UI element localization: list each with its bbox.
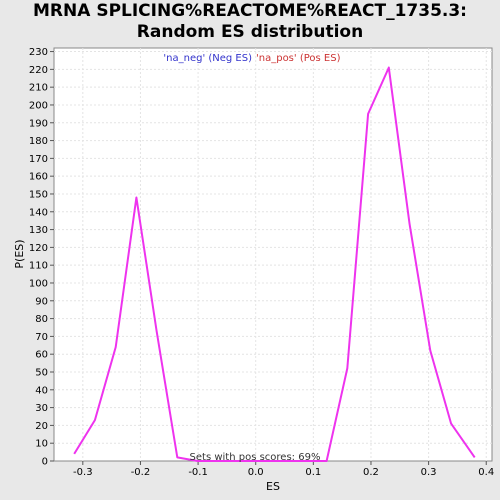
y-axis-label: P(ES)	[13, 239, 26, 268]
y-tick-label: 50	[35, 367, 48, 378]
y-tick-label: 10	[35, 439, 48, 450]
x-tick-label: 0.2	[363, 467, 379, 478]
y-tick-label: 150	[29, 189, 48, 200]
x-tick-label: -0.3	[73, 467, 93, 478]
chart-title-line-1: MRNA SPLICING%REACTOME%REACT_1735.3:	[33, 1, 467, 21]
y-tick-label: 120	[29, 243, 48, 254]
pos-scores-annotation: Sets with pos scores: 69%	[190, 452, 321, 463]
y-tick-label: 160	[29, 172, 48, 183]
text-layer: 'na_neg' (Neg ES) 'na_pos' (Pos ES) Sets…	[13, 53, 341, 493]
y-tick-label: 190	[29, 118, 48, 129]
y-tick-label: 140	[29, 207, 48, 218]
y-tick-label: 170	[29, 154, 48, 165]
x-axis-label: ES	[266, 480, 280, 493]
x-tick-label: -0.2	[131, 467, 151, 478]
legend-neg: 'na_neg' (Neg ES)	[163, 53, 252, 64]
y-tick-label: 70	[35, 332, 48, 343]
series-layer	[73, 66, 476, 462]
y-tick-label: 100	[29, 278, 48, 289]
x-tick-label: 0.0	[248, 467, 264, 478]
axes: 0 10 20 30 40 50 60 70 80 90 100 110 120 130 140 150 160…	[29, 47, 494, 478]
chart-title-line-2: Random ES distribution	[136, 22, 364, 42]
legend-pos: 'na_pos' (Pos ES)	[256, 53, 341, 64]
chart-title: MRNA SPLICING%REACTOME%REACT_1735.3: Ran…	[0, 1, 500, 43]
y-tick-label: 60	[35, 350, 48, 361]
es-distribution-line	[73, 66, 476, 462]
x-tick-label: 0.4	[478, 467, 494, 478]
y-tick-label: 210	[29, 83, 48, 94]
y-tick-label: 200	[29, 100, 48, 111]
y-tick-label: 80	[35, 314, 48, 325]
y-tick-label: 180	[29, 136, 48, 147]
x-tick-label: 0.1	[305, 467, 321, 478]
x-tick-label: -0.1	[188, 467, 208, 478]
plot-area	[53, 47, 493, 462]
y-tick-label: 0	[42, 457, 48, 468]
y-tick-label: 90	[35, 296, 48, 307]
y-tick-label: 220	[29, 65, 48, 76]
y-tick-label: 230	[29, 47, 48, 58]
y-tick-label: 30	[35, 403, 48, 414]
y-tick-label: 40	[35, 385, 48, 396]
y-tick-label: 130	[29, 225, 48, 236]
y-tick-label: 20	[35, 421, 48, 432]
x-tick-label: 0.3	[421, 467, 437, 478]
y-tick-label: 110	[29, 261, 48, 272]
